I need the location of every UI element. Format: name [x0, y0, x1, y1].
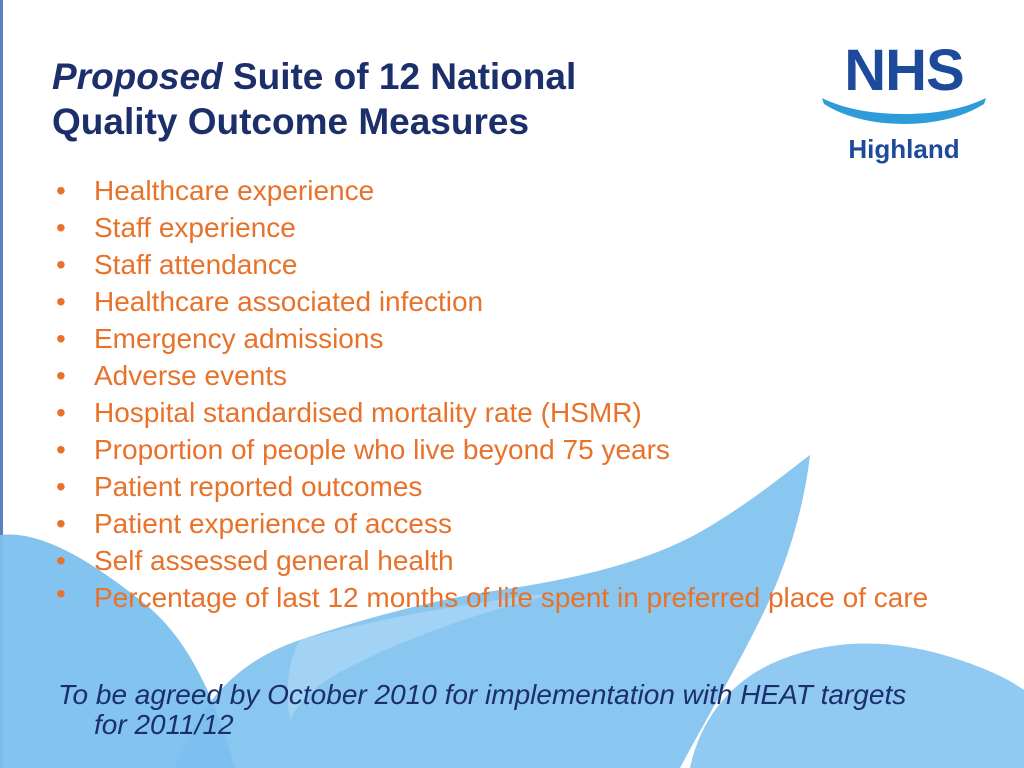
wave-right — [690, 643, 1024, 768]
bullet-icon: • — [56, 545, 66, 576]
bullet-icon: • — [56, 286, 66, 317]
list-item: • Hospital standardised mortality rate (H… — [56, 394, 936, 431]
bullet-icon: • — [56, 508, 66, 539]
list-item: • Emergency admissions — [56, 320, 936, 357]
bullet-icon: • — [56, 578, 66, 609]
list-item: • Healthcare associated infection — [56, 283, 936, 320]
logo-region: Highland — [848, 134, 959, 164]
list-item: • Self assessed general health — [56, 542, 936, 579]
slide-title: Proposed Suite of 12 National Quality Ou… — [52, 54, 576, 144]
list-item-text: Patient experience of access — [94, 508, 452, 539]
list-item: • Proportion of people who live beyond 75… — [56, 431, 936, 468]
wave-highlight — [287, 592, 560, 720]
list-item-text: Emergency admissions — [94, 323, 384, 354]
list-item-text: Patient reported outcomes — [94, 471, 423, 502]
logo-wordmark: NHS — [844, 40, 963, 103]
left-edge-rule — [0, 0, 3, 768]
bullet-icon: • — [56, 471, 66, 502]
list-item-text: Staff experience — [94, 212, 296, 243]
list-item-text: Hospital standardised mortality rate (HS… — [94, 397, 642, 428]
list-item-text: Healthcare experience — [94, 175, 375, 206]
list-item-text: Healthcare associated infection — [94, 286, 484, 317]
bullet-icon: • — [56, 323, 66, 354]
logo-wave-icon — [822, 98, 986, 124]
wave-middle — [175, 455, 810, 768]
bullet-icon: • — [56, 175, 66, 206]
list-item: • Healthcare experience — [56, 172, 936, 209]
list-item-text: Adverse events — [94, 360, 287, 391]
list-item: • Patient reported outcomes — [56, 468, 936, 505]
measures-list: • Healthcare experience • Staff experience… — [56, 172, 936, 612]
list-item: • Adverse events — [56, 357, 936, 394]
bullet-icon: • — [56, 360, 66, 391]
list-item-text: Percentage of last 12 months of life spe… — [94, 582, 929, 613]
list-item-text: Self assessed general health — [94, 545, 454, 576]
nhs-highland-logo: NHS Highland — [822, 40, 986, 164]
list-item-text: Proportion of people who live beyond 75 … — [94, 434, 670, 465]
implementation-note: To be agreed by October 2010 for impleme… — [58, 679, 907, 740]
title-line2: Quality Outcome Measures — [52, 101, 530, 142]
list-item: • Staff attendance — [56, 246, 936, 283]
bullet-icon: • — [56, 434, 66, 465]
title-emphasis: Proposed — [52, 56, 223, 97]
bullet-icon: • — [56, 397, 66, 428]
title-line1-rest: Suite of 12 National — [222, 56, 577, 97]
list-item: • Percentage of last 12 months of life sp… — [56, 579, 936, 612]
wave-left — [0, 534, 235, 768]
bullet-icon: • — [56, 212, 66, 243]
list-item-text: Staff attendance — [94, 249, 298, 280]
bullet-icon: • — [56, 249, 66, 280]
list-item: • Patient experience of access — [56, 505, 936, 542]
list-item: • Staff experience — [56, 209, 936, 246]
